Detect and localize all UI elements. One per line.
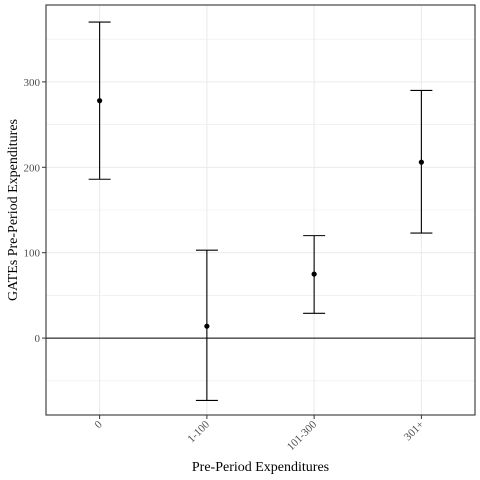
data-point [311, 271, 317, 277]
y-tick-label: 100 [24, 248, 41, 260]
y-axis-title: GATEs Pre-Period Expenditures [6, 119, 21, 301]
points [97, 98, 424, 329]
x-axis-title: Pre-Period Expenditures [192, 460, 329, 475]
data-point [418, 159, 424, 165]
data-point [97, 98, 103, 104]
y-tick-label: 300 [24, 77, 41, 89]
y-tick-label: 0 [35, 333, 41, 345]
data-point [204, 323, 210, 329]
y-tick-label: 200 [24, 162, 41, 174]
y-axis: 0 100 200 300 [24, 77, 46, 345]
panel-border [45, 4, 476, 416]
